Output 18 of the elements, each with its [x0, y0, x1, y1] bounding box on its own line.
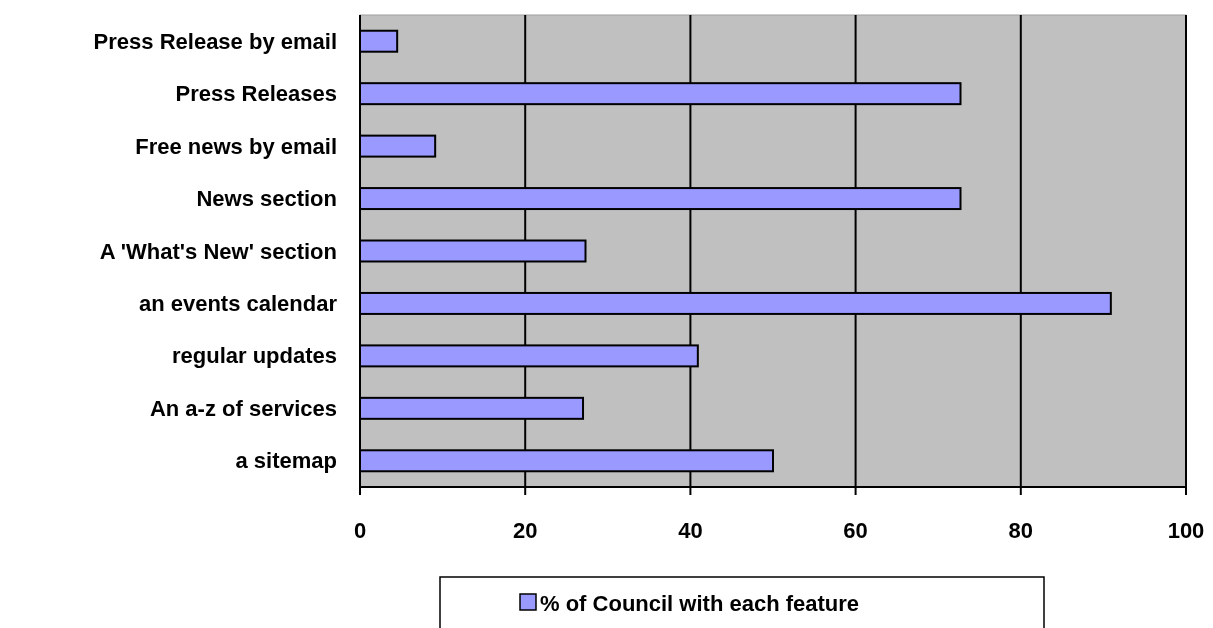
x-tick-label: 20: [512, 518, 538, 543]
bar: [359, 29, 399, 53]
y-tick-label: Free news by email: [135, 133, 337, 159]
x-tick-label: 0: [353, 518, 367, 543]
y-tick-label: Press Releases: [175, 81, 337, 107]
x-tick-label: 80: [1008, 518, 1034, 543]
x-tick-label: 100: [1167, 518, 1205, 543]
y-tick-label: An a-z of services: [149, 395, 337, 421]
y-tick-label: regular updates: [171, 343, 337, 369]
y-tick-label: Press Release by email: [93, 28, 337, 54]
legend-label: % of Council with each feature: [540, 590, 860, 616]
y-tick-label: an events calendar: [138, 290, 338, 316]
bar: [359, 134, 437, 158]
y-tick-label: A 'What's New' section: [99, 238, 337, 264]
y-tick-label: News section: [196, 186, 337, 212]
y-tick-label: a sitemap: [235, 448, 337, 474]
x-tick-label: 60: [843, 518, 868, 543]
x-tick-label: 40: [678, 518, 703, 543]
